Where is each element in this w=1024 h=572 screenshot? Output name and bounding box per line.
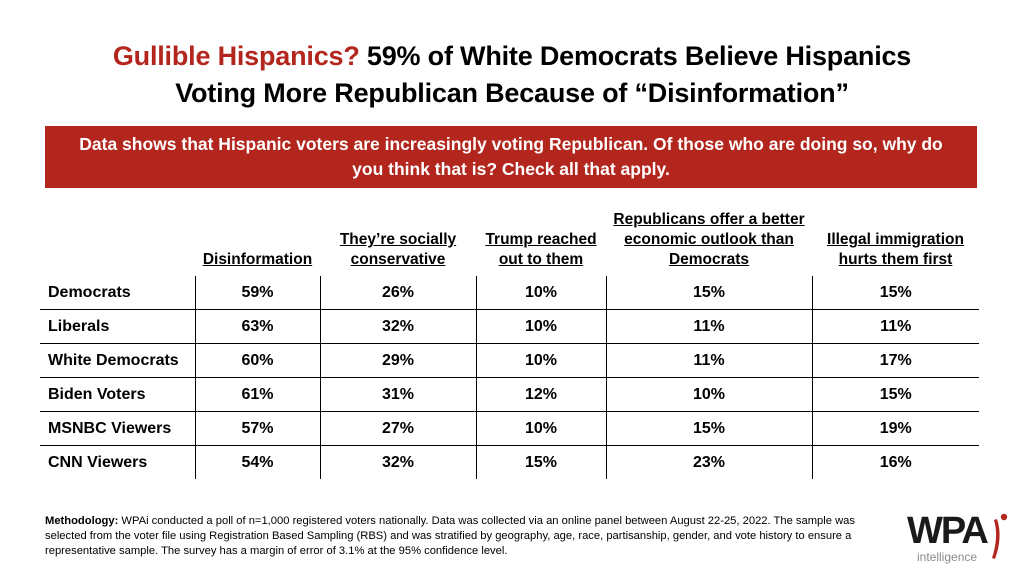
data-cell: 11%: [605, 343, 812, 378]
data-cell: 32%: [319, 309, 476, 344]
data-cell: 11%: [811, 309, 979, 344]
data-cell: 26%: [319, 276, 476, 310]
logo-i-stroke: [992, 519, 1000, 559]
column-header: Trump reached out to them: [485, 231, 597, 268]
question-text: Data shows that Hispanic voters are incr…: [79, 134, 943, 179]
data-cell: 31%: [319, 377, 476, 412]
logo-i-dot: [1000, 513, 1008, 521]
methodology-text: WPAi conducted a poll of n=1,000 registe…: [45, 515, 855, 557]
table-row: CNN Viewers 54% 32% 15% 23% 16%: [40, 445, 979, 479]
table-body: Democrats 59% 26% 10% 15% 15% Liberals 63% 32% 10…: [40, 276, 979, 479]
column-header: Disinformation: [202, 251, 313, 268]
logo-wordmark-wpa: WPA: [907, 510, 988, 552]
data-cell: 27%: [319, 411, 476, 446]
data-cell: 60%: [194, 343, 320, 378]
data-cell: 15%: [475, 445, 606, 479]
title-accent: Gullible Hispanics?: [112, 41, 360, 71]
column-header: Republicans offer a better economic outl…: [613, 211, 805, 268]
data-cell: 59%: [194, 276, 320, 310]
title-rest: 59% of White Democrats Believe Hispanics: [359, 41, 912, 71]
row-label: Democrats: [48, 283, 131, 301]
data-cell: 12%: [475, 377, 606, 412]
row-label: Biden Voters: [40, 377, 195, 412]
page-title: Gullible Hispanics? 59% of White Democra…: [20, 38, 1004, 112]
row-label: MSNBC Viewers: [40, 411, 195, 446]
logo-tagline: intelligence: [917, 550, 977, 564]
data-cell: 10%: [475, 343, 606, 378]
data-cell: 10%: [475, 411, 606, 446]
methodology-note: Methodology: WPAi conducted a poll of n=…: [45, 514, 875, 559]
table-row: White Democrats 60% 29% 10% 11% 17%: [40, 343, 979, 378]
data-cell: 29%: [319, 343, 476, 378]
data-cell: 32%: [319, 445, 476, 479]
data-cell: 15%: [605, 411, 812, 446]
table-row: MSNBC Viewers 57% 27% 10% 15% 19%: [40, 411, 979, 446]
data-cell: 16%: [811, 445, 979, 479]
wpai-logo: WPA intelligence: [907, 510, 1008, 564]
data-cell: 61%: [194, 377, 320, 412]
data-cell: 10%: [475, 276, 606, 310]
results-table: Disinformation They’re socially conservat…: [40, 204, 979, 479]
question-banner: Data shows that Hispanic voters are incr…: [45, 126, 977, 188]
data-cell: 15%: [605, 276, 812, 310]
column-header: Illegal immigration hurts them first: [827, 231, 964, 268]
row-label: White Democrats: [40, 343, 195, 378]
table-header-row: Disinformation They’re socially conservat…: [40, 204, 979, 276]
data-cell: 17%: [811, 343, 979, 378]
table-row: Biden Voters 61% 31% 12% 10% 15%: [40, 377, 979, 412]
data-cell: 19%: [811, 411, 979, 446]
header-blank: [40, 204, 195, 276]
title-line-2: Voting More Republican Because of “Disin…: [175, 78, 849, 108]
data-cell: 63%: [194, 309, 320, 344]
data-cell: 23%: [605, 445, 812, 479]
data-cell: 10%: [605, 377, 812, 412]
data-cell: 15%: [811, 377, 979, 412]
column-header: They’re socially conservative: [339, 231, 457, 268]
table-row: Democrats 59% 26% 10% 15% 15%: [40, 276, 979, 310]
methodology-label: Methodology:: [45, 515, 119, 527]
table-row: Liberals 63% 32% 10% 11% 11%: [40, 309, 979, 344]
row-label: CNN Viewers: [40, 445, 195, 479]
data-cell: 15%: [811, 276, 979, 310]
title-line-1: Gullible Hispanics? 59% of White Democra…: [20, 38, 1004, 75]
data-cell: 11%: [605, 309, 812, 344]
data-cell: 54%: [194, 445, 320, 479]
row-label: Liberals: [40, 309, 195, 344]
data-cell: 57%: [194, 411, 320, 446]
data-cell: 10%: [475, 309, 606, 344]
